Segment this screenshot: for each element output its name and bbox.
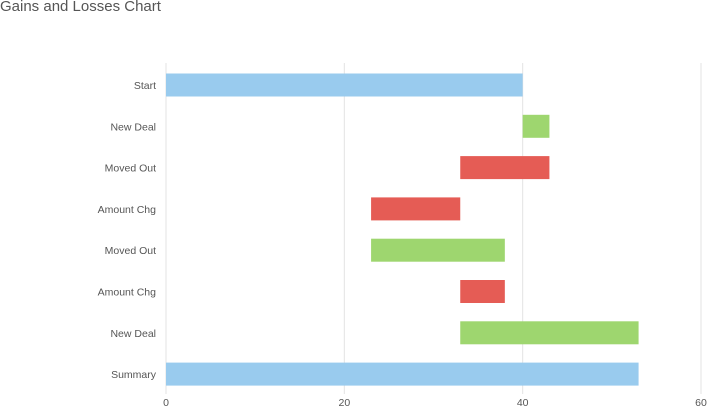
- bar-total: [166, 362, 639, 386]
- chart-title: Gains and Losses Chart: [0, 0, 161, 15]
- category-label: New Deal: [110, 121, 156, 133]
- x-tick-label: 0: [163, 397, 169, 407]
- bar-increase: [371, 238, 505, 262]
- category-label: Start: [134, 80, 156, 92]
- bar-decrease: [460, 280, 505, 303]
- bar-total: [166, 73, 523, 97]
- category-label: Summary: [111, 369, 157, 381]
- category-label: New Deal: [110, 328, 156, 340]
- x-tick-label: 40: [517, 397, 529, 407]
- grid-layer: [165, 63, 702, 394]
- bar-increase: [460, 321, 639, 345]
- category-label: Amount Chg: [98, 287, 157, 299]
- bar-decrease: [460, 156, 550, 180]
- x-tick-label: 60: [695, 397, 707, 407]
- bar-increase: [522, 114, 550, 138]
- category-label: Amount Chg: [98, 204, 157, 216]
- x-tick-label: 20: [338, 397, 350, 407]
- category-label: Moved Out: [105, 245, 156, 257]
- bar-layer: [166, 73, 639, 386]
- bar-decrease: [371, 197, 461, 221]
- category-label: Moved Out: [105, 163, 156, 175]
- label-layer: 0 20 40 60 Start New Deal Moved Out Amount Chg M…: [98, 80, 707, 407]
